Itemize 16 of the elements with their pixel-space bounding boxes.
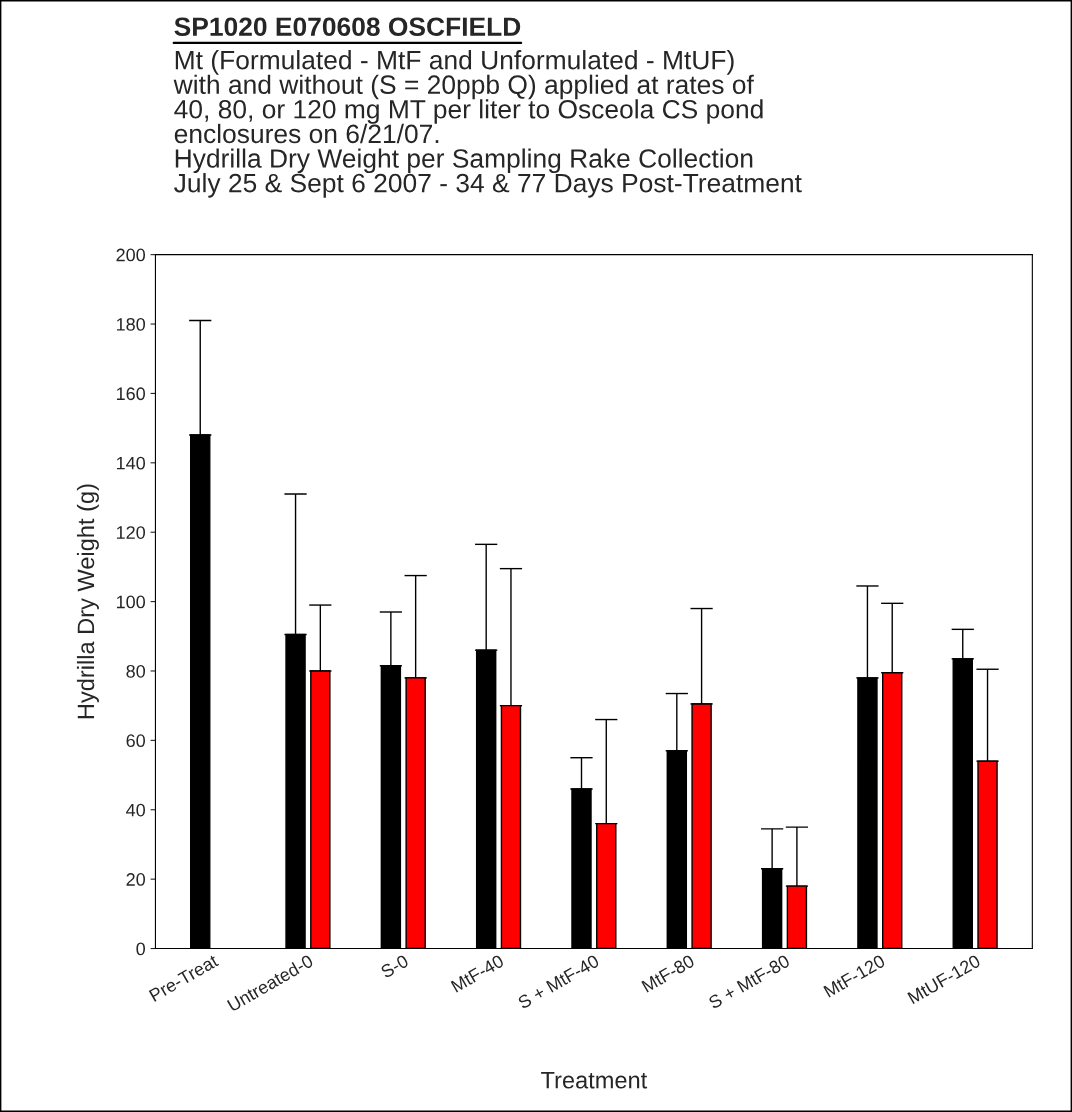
y-tick-label: 200	[116, 248, 146, 262]
y-tick-label: 160	[116, 387, 146, 401]
y-tick-label: 100	[116, 595, 146, 609]
x-tick-label: S-0	[379, 954, 410, 979]
y-tick-label: 180	[116, 317, 146, 331]
chart-title: SP1020 E070608 OSCFIELD	[174, 17, 521, 37]
y-tick-label: 20	[126, 873, 146, 886]
y-tick-label: 120	[116, 526, 146, 539]
y-tick-label: 60	[126, 734, 146, 748]
y-tick-label: 40	[126, 803, 146, 817]
y-axis-title: Hydrilla Dry Weight (g)	[76, 484, 99, 719]
y-tick-label: 140	[116, 456, 146, 470]
y-tick-label: 80	[126, 664, 146, 678]
x-axis-title: Treatment	[541, 1072, 648, 1089]
y-tick-label: 0	[136, 942, 146, 956]
chart-subtitle: Mt (Formulated - MtF and Unformulated - MtUF) with and without (S = 20ppb Q) applied at rates of 40, 80, or 120 mg MT per liter to Osceola CS pond enclosures on 6/21/07. Hydrilla Dry Weight per Sampling Rake Collection July 25 & Sept 6 2007 - 34 & 77 Days Post-Treatment	[173, 50, 802, 198]
